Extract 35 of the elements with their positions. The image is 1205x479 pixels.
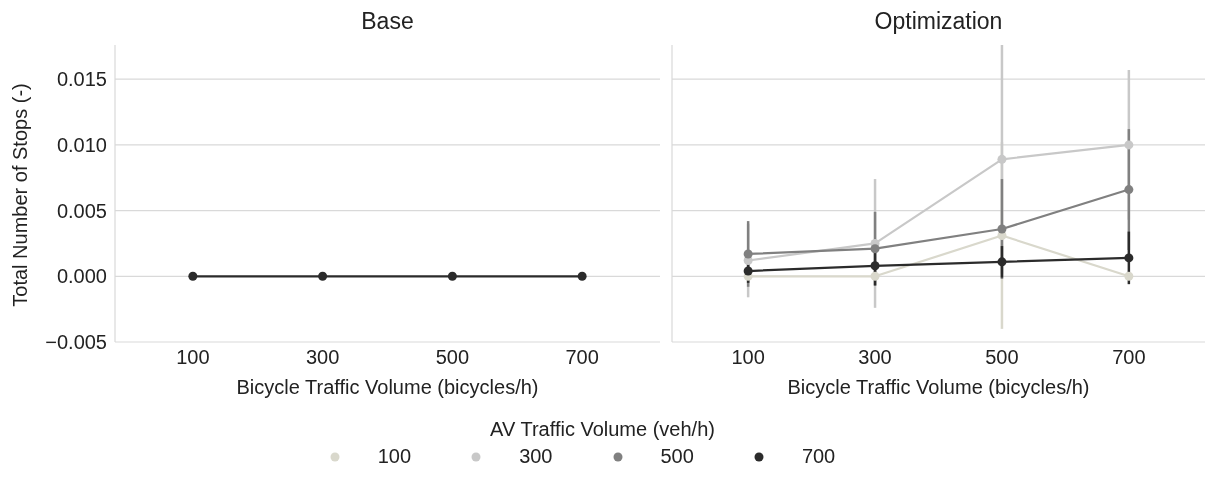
point	[870, 244, 880, 254]
point	[1124, 140, 1134, 150]
x-tick-label: 100	[731, 346, 765, 369]
point	[1124, 271, 1134, 281]
point	[997, 257, 1007, 267]
legend-title: AV Traffic Volume (veh/h)	[489, 418, 716, 441]
legend-label: 300	[519, 445, 553, 468]
point	[1124, 253, 1134, 263]
x-tick-label: 300	[858, 346, 892, 369]
point	[1124, 185, 1134, 195]
point	[997, 154, 1007, 164]
y-tick-label: −0.005	[45, 331, 107, 354]
chart-title: Optimization	[873, 8, 1004, 35]
y-axis-title: Total Number of Stops (-)	[8, 83, 32, 307]
y-tick-label: 0.010	[56, 133, 107, 156]
y-tick-label: 0.005	[56, 199, 107, 222]
point	[870, 261, 880, 271]
y-tick-label: 0.015	[56, 68, 107, 91]
x-tick-label: 700	[565, 346, 599, 369]
legend-label: 700	[801, 445, 836, 468]
legend-label: 100	[377, 445, 412, 468]
point	[743, 266, 753, 276]
point	[743, 249, 753, 259]
point	[997, 224, 1007, 234]
x-tick-label: 500	[435, 346, 470, 369]
x-tick-label: 500	[985, 346, 1019, 369]
point	[870, 271, 880, 281]
x-axis-title: Bicycle Traffic Volume (bicycles/h)	[787, 376, 1090, 398]
y-tick-label: 0.000	[56, 265, 107, 288]
x-tick-label: 300	[305, 346, 340, 369]
legend-label: 500	[660, 445, 694, 468]
x-tick-label: 100	[176, 346, 210, 369]
chart-title: Base	[360, 8, 415, 35]
x-axis-title: Bicycle Traffic Volume (bicycles/h)	[236, 376, 539, 398]
x-tick-label: 700	[1112, 346, 1146, 369]
